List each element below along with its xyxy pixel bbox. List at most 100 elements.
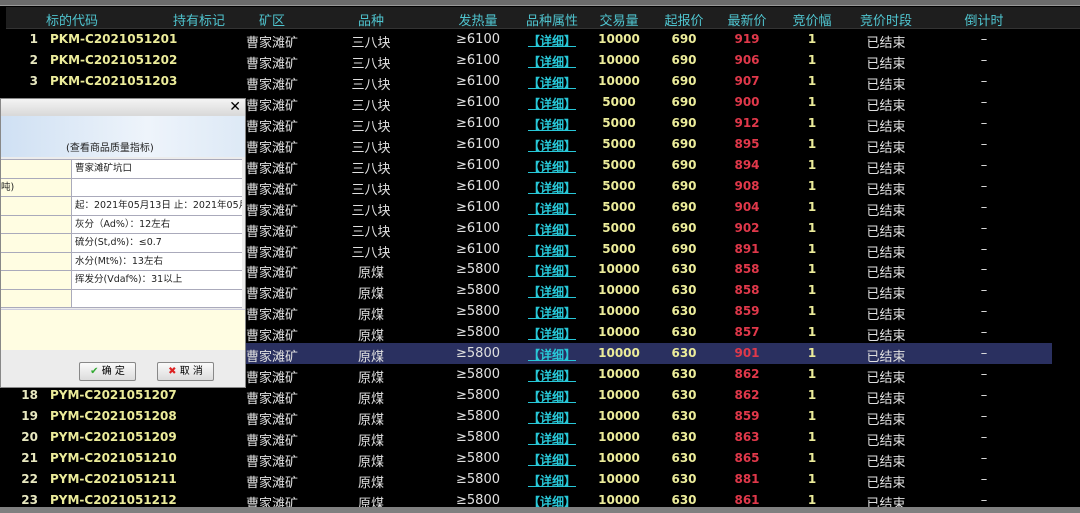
- table-row[interactable]: 曹家滩矿 原煤 ≥5800 【详细】 10000 630 859 1 已结束 –: [6, 301, 1052, 323]
- detail-link[interactable]: 【详细】: [527, 348, 577, 363]
- cell-n: 23: [21, 492, 38, 507]
- column-header[interactable]: 发热量: [458, 14, 498, 29]
- detail-link[interactable]: 【详细】: [527, 243, 577, 258]
- cell-last: 919: [734, 32, 760, 46]
- column-header[interactable]: 倒计时: [964, 14, 1004, 29]
- cell-last: 906: [734, 52, 760, 67]
- cell-step: 1: [807, 451, 817, 465]
- cell-cd: –: [980, 115, 988, 131]
- cell-start: 690: [671, 32, 697, 46]
- cell-cd: –: [980, 52, 988, 68]
- column-header[interactable]: 标的代码: [45, 14, 99, 29]
- detail-link[interactable]: 【详细】: [527, 327, 577, 342]
- cell-start: 630: [671, 346, 697, 361]
- table-row[interactable]: 曹家滩矿 三八块 ≥6100 【详细】 5000 690 902 1 已结束 –: [6, 218, 1052, 240]
- detail-link[interactable]: 【详细】: [527, 117, 577, 132]
- table-row[interactable]: 21 PYM-C2021051210 曹家滩矿 原煤 ≥5800 【详细】 10000 630…: [6, 448, 1052, 470]
- table-row[interactable]: 3 PKM-C2021051203 曹家滩矿 三八块 ≥6100 【详细】 10000 690…: [6, 71, 1052, 93]
- detail-link[interactable]: 【详细】: [527, 453, 577, 467]
- table-row[interactable]: 曹家滩矿 三八块 ≥6100 【详细】 5000 690 894 1 已结束 –: [6, 155, 1052, 177]
- cell-n: 21: [21, 451, 38, 465]
- table-row[interactable]: 1 PKM-C2021051201 曹家滩矿 三八块 ≥6100 【详细】 10000 690…: [6, 29, 1052, 51]
- table-row[interactable]: 曹家滩矿 三八块 ≥6100 【详细】 5000 690 908 1 已结束 –: [6, 176, 1052, 198]
- cell-code: PYM-C2021051207: [50, 388, 177, 403]
- table-row[interactable]: 22 PYM-C2021051211 曹家滩矿 原煤 ≥5800 【详细】 10000 630…: [6, 469, 1052, 491]
- table-row[interactable]: 19 PYM-C2021051208 曹家滩矿 原煤 ≥5800 【详细】 10000 630…: [6, 406, 1052, 428]
- cell-start: 630: [671, 325, 697, 340]
- table-row[interactable]: 曹家滩矿 三八块 ≥6100 【详细】 5000 690 904 1 已结束 –: [6, 197, 1052, 219]
- cell-code: PYM-C2021051210: [50, 451, 177, 465]
- table-row[interactable]: 18 PYM-C2021051207 曹家滩矿 原煤 ≥5800 【详细】 10000 630…: [6, 385, 1052, 407]
- cell-kind: 三八块: [351, 161, 391, 177]
- column-header[interactable]: 矿区: [258, 14, 286, 29]
- cell-step: 1: [807, 241, 817, 256]
- detail-link[interactable]: 【详细】: [527, 138, 577, 153]
- cell-cd: –: [980, 451, 988, 466]
- column-header[interactable]: 品种: [357, 14, 385, 29]
- table-row[interactable]: 2 PKM-C2021051202 曹家滩矿 三八块 ≥6100 【详细】 10000 690…: [6, 50, 1052, 72]
- detail-link[interactable]: 【详细】: [527, 369, 577, 384]
- detail-link[interactable]: 【详细】: [527, 222, 577, 237]
- cell-start: 690: [671, 157, 697, 172]
- detail-link[interactable]: 【详细】: [527, 264, 577, 279]
- cell-cd: –: [980, 471, 988, 487]
- table-row[interactable]: 曹家滩矿 三八块 ≥6100 【详细】 5000 690 900 1 已结束 –: [6, 92, 1052, 114]
- cell-last: 858: [734, 283, 760, 298]
- column-header[interactable]: 品种属性: [525, 14, 579, 29]
- close-icon[interactable]: ✕: [229, 99, 241, 115]
- detail-link[interactable]: 【详细】: [527, 201, 577, 216]
- detail-link[interactable]: 【详细】: [527, 180, 577, 195]
- column-header[interactable]: 竞价幅: [792, 14, 832, 29]
- table-row[interactable]: 曹家滩矿 原煤 ≥5800 【详细】 10000 630 858 1 已结束 –: [6, 280, 1052, 303]
- quality-value: 灰分（Ad%）：12左右: [72, 215, 242, 233]
- cell-start: 630: [671, 367, 697, 382]
- column-header[interactable]: 交易量: [599, 14, 639, 29]
- table-row[interactable]: 曹家滩矿 三八块 ≥6100 【详细】 5000 690 891 1 已结束 –: [6, 239, 1052, 261]
- table-row[interactable]: 曹家滩矿 原煤 ≥5800 【详细】 10000 630 901 1 已结束 –: [6, 343, 1052, 365]
- table-row[interactable]: 曹家滩矿 三八块 ≥6100 【详细】 5000 690 912 1 已结束 –: [6, 113, 1052, 135]
- table-row[interactable]: 曹家滩矿 原煤 ≥5800 【详细】 10000 630 857 1 已结束 –: [6, 322, 1052, 344]
- table-row[interactable]: 23 PYM-C2021051212 曹家滩矿 原煤 ≥5800 【详细】 10000 630…: [6, 490, 1052, 512]
- cell-step: 1: [807, 325, 817, 340]
- ok-button[interactable]: ✔ 确 定: [79, 362, 136, 381]
- detail-link[interactable]: 【详细】: [527, 390, 577, 405]
- cell-vol: 5000: [602, 220, 636, 235]
- cell-last: 895: [734, 136, 760, 151]
- cell-kind: 原煤: [357, 455, 385, 470]
- cell-vol: 10000: [598, 262, 640, 277]
- detail-link[interactable]: 【详细】: [527, 494, 577, 509]
- detail-link[interactable]: 【详细】: [527, 96, 577, 111]
- detail-link[interactable]: 【详细】: [527, 432, 577, 447]
- detail-link[interactable]: 【详细】: [527, 285, 577, 300]
- cell-step: 1: [807, 73, 817, 88]
- column-header[interactable]: 竞价时段: [859, 14, 913, 29]
- detail-link[interactable]: 【详细】: [527, 159, 577, 174]
- dialog-title-bar[interactable]: ✕: [1, 99, 245, 116]
- detail-link[interactable]: 【详细】: [527, 411, 577, 426]
- column-header[interactable]: 最新价: [727, 14, 767, 29]
- cell-area: 曹家滩矿: [245, 182, 299, 198]
- table-row[interactable]: 曹家滩矿 三八块 ≥6100 【详细】 5000 690 895 1 已结束 –: [6, 134, 1052, 156]
- detail-link[interactable]: 【详细】: [527, 306, 577, 321]
- detail-link[interactable]: 【详细】: [527, 54, 577, 69]
- table-row[interactable]: 20 PYM-C2021051209 曹家滩矿 原煤 ≥5800 【详细】 10000 630…: [6, 427, 1052, 450]
- cell-area: 曹家滩矿: [245, 434, 299, 450]
- cell-heat: ≥6100: [456, 52, 500, 68]
- cell-heat: ≥5800: [456, 430, 500, 446]
- cell-area: 曹家滩矿: [245, 287, 299, 303]
- cell-period: 已结束: [866, 119, 906, 135]
- cell-step: 1: [807, 430, 817, 445]
- cell-period: 已结束: [866, 455, 906, 470]
- cell-cd: –: [980, 492, 988, 508]
- column-header[interactable]: 持有标记: [172, 14, 226, 29]
- detail-link[interactable]: 【详细】: [527, 75, 577, 90]
- cell-start: 630: [671, 471, 697, 486]
- cancel-button[interactable]: ✖ 取 消: [157, 362, 214, 381]
- column-header[interactable]: 起报价: [664, 14, 704, 29]
- detail-link[interactable]: 【详细】: [527, 34, 577, 48]
- table-row[interactable]: 曹家滩矿 原煤 ≥5800 【详细】 10000 630 858 1 已结束 –: [6, 259, 1052, 281]
- table-row[interactable]: 曹家滩矿 原煤 ≥5800 【详细】 10000 630 862 1 已结束 –: [6, 364, 1052, 386]
- cell-step: 1: [807, 157, 817, 172]
- quality-table: 曹家滩矿坑口 吨) 起：2021年05月13日 止：2021年05月1 灰分（Ad%）…: [1, 159, 242, 308]
- detail-link[interactable]: 【详细】: [527, 473, 577, 488]
